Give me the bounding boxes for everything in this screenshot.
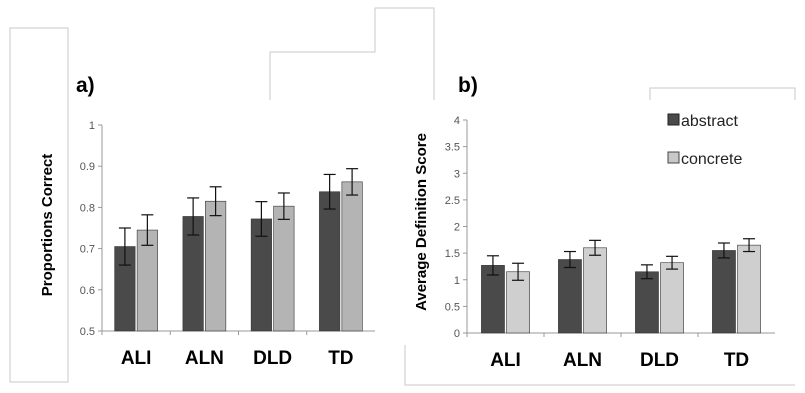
error-bar-concrete-dld	[277, 192, 290, 220]
bar-concrete-ali	[506, 271, 530, 334]
y-tick-label: 0.9	[80, 161, 95, 173]
x-category-label-td: TD	[724, 350, 749, 371]
error-bar-abstract-td	[323, 173, 336, 210]
legend-swatch-concrete	[667, 151, 680, 164]
y-axis-title-a: Proportions Correct	[39, 154, 56, 297]
y-tick-label: 1.5	[445, 248, 460, 260]
x-category-label-ali: ALI	[490, 350, 521, 371]
error-bar-concrete-aln	[589, 239, 602, 256]
chart-panel-a: 0.5 0.6 0.7 0.8 0.9 1 ALI ALN DLD TD	[80, 120, 375, 369]
legend-label-abstract: abstract	[681, 113, 738, 130]
panel-label-a: a)	[76, 74, 95, 97]
error-bar-abstract-ali	[118, 227, 131, 266]
y-axis-title-b: Average Definition Score	[413, 133, 430, 311]
error-bar-abstract-ali	[486, 255, 499, 276]
error-bar-abstract-td	[717, 242, 730, 259]
bar-concrete-dld	[660, 262, 684, 334]
bar-abstract-aln	[558, 259, 582, 334]
legend-swatch-abstract	[667, 113, 680, 126]
y-tick-label: 3	[454, 168, 460, 180]
bar-concrete-dld	[273, 205, 295, 332]
error-bar-concrete-ali	[141, 214, 154, 246]
x-category-label-aln: ALN	[185, 348, 224, 369]
bar-concrete-td	[737, 244, 761, 334]
y-tick-label: 2	[454, 222, 460, 234]
y-tick-label: 3.5	[445, 142, 460, 154]
x-category-label-aln: ALN	[563, 350, 602, 371]
bar-abstract-td	[319, 191, 341, 332]
y-tick-label: 0	[454, 328, 460, 340]
y-tick-label: 0.5	[80, 326, 95, 338]
error-bar-concrete-ali	[512, 262, 525, 281]
error-bar-abstract-aln	[187, 197, 200, 236]
bar-concrete-aln	[583, 247, 607, 334]
figure-frame	[9, 7, 796, 386]
bar-concrete-aln	[205, 200, 227, 332]
y-tick-label: 0.6	[80, 285, 95, 297]
error-bar-concrete-td	[743, 238, 756, 253]
y-tick-label: 0.7	[80, 244, 95, 256]
x-category-label-ali: ALI	[121, 348, 152, 369]
error-bar-concrete-td	[346, 168, 359, 196]
y-tick-label: 1	[89, 120, 95, 132]
y-tick-label: 4	[454, 115, 460, 127]
error-bar-abstract-dld	[255, 201, 268, 237]
x-category-label-td: TD	[328, 348, 353, 369]
x-category-label-dld: DLD	[253, 348, 292, 369]
y-tick-label: 0.5	[445, 301, 460, 313]
y-tick-label: 2.5	[445, 195, 460, 207]
bar-abstract-td	[712, 250, 736, 334]
bar-abstract-dld	[635, 271, 659, 334]
bar-concrete-td	[341, 181, 363, 332]
y-tick-label: 0.8	[80, 202, 95, 214]
error-bar-concrete-aln	[209, 186, 222, 217]
error-bar-concrete-dld	[666, 255, 679, 270]
error-bar-abstract-dld	[640, 264, 653, 280]
legend: abstract concrete	[667, 113, 742, 168]
y-tick-label: 1	[454, 275, 460, 287]
x-category-label-dld: DLD	[640, 350, 679, 371]
error-bar-abstract-aln	[563, 250, 576, 269]
panel-label-b: b)	[458, 74, 478, 97]
legend-label-concrete: concrete	[681, 151, 742, 168]
chart-panel-b: 0 0.5 1 1.5 2 2.5 3 3.5 4 ALI ALN DLD TD	[445, 115, 775, 371]
